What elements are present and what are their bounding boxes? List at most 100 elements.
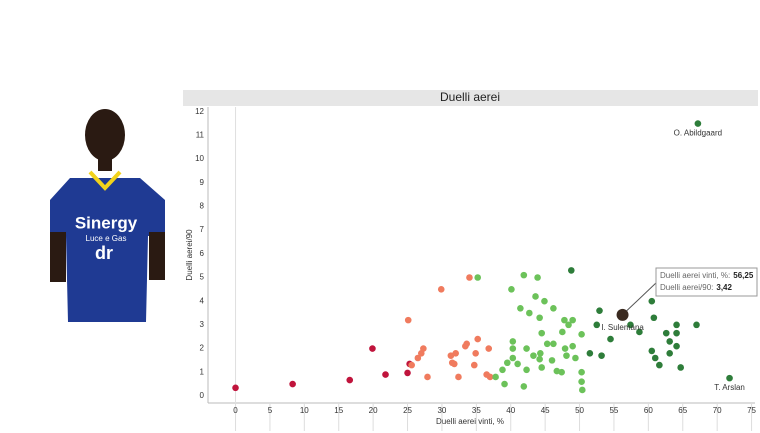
tooltip-line: Duelli aerei vinti, %: 56,25 [660, 271, 754, 280]
point [666, 338, 673, 345]
arm [50, 232, 66, 282]
point [517, 304, 524, 312]
tooltip-pointer [626, 281, 658, 312]
y-tick-label: 12 [195, 107, 204, 116]
point [569, 316, 576, 324]
tooltip-value: 56,25 [733, 271, 754, 280]
point [455, 373, 462, 381]
point [414, 354, 422, 362]
highlight-label: I. Sulemana [601, 323, 644, 332]
y-tick-label: 11 [196, 131, 205, 140]
point [651, 354, 659, 362]
point [693, 321, 700, 329]
point [673, 321, 680, 329]
labeled-point [694, 120, 702, 127]
sleeve-logo: dr [95, 243, 113, 263]
point [462, 342, 469, 350]
point [466, 274, 473, 281]
x-tick-label: 40 [506, 406, 515, 415]
x-tick-label: 5 [268, 406, 273, 415]
y-tick-label: 5 [200, 273, 205, 282]
point [543, 340, 551, 348]
point [673, 342, 680, 350]
point [578, 378, 585, 385]
point [572, 354, 579, 362]
y-tick-label: 4 [200, 296, 205, 305]
point [523, 345, 530, 352]
point [673, 329, 680, 337]
y-tick-label: 3 [200, 320, 205, 329]
point [499, 366, 506, 374]
point [232, 384, 239, 392]
tooltip-value: 3,42 [716, 283, 732, 292]
point [474, 335, 482, 343]
x-tick-label: 65 [678, 406, 687, 415]
point [567, 267, 575, 274]
point [437, 286, 445, 293]
point [520, 383, 528, 390]
point [650, 314, 658, 322]
y-axis-label: Duelli aerei/90 [185, 229, 194, 281]
sponsor: Sinergy [75, 213, 138, 232]
point [586, 349, 594, 357]
point [472, 349, 479, 357]
point [509, 338, 517, 345]
jersey [50, 178, 165, 322]
point [408, 361, 415, 369]
x-tick-label: 75 [747, 406, 756, 415]
point [501, 380, 508, 388]
point [346, 376, 354, 384]
highlight-point [616, 308, 629, 321]
head [85, 109, 125, 161]
collar [88, 170, 122, 191]
tooltip-line: Duelli aerei/90: 3,42 [660, 283, 732, 292]
x-tick-label: 60 [644, 406, 653, 415]
point [452, 349, 459, 357]
point [662, 329, 670, 337]
point [578, 368, 585, 376]
x-tick-label: 15 [334, 406, 343, 415]
x-tick-label: 35 [472, 406, 481, 415]
sponsor-sub: Luce e Gas [86, 234, 127, 243]
x-tick-label: 20 [369, 406, 378, 415]
point [537, 349, 544, 357]
point [536, 355, 543, 363]
chart-title: Duelli aerei [440, 90, 500, 104]
point [565, 321, 572, 329]
y-tick-label: 1 [200, 367, 205, 376]
point [474, 274, 482, 281]
point [485, 345, 493, 352]
player-photo: Sinergy Luce e Gas dr [50, 109, 165, 322]
point [563, 352, 570, 359]
y-tick-label: 9 [200, 178, 205, 187]
point [451, 360, 458, 368]
x-tick-label: 10 [300, 406, 309, 415]
point [470, 361, 478, 369]
y-tick-label: 2 [200, 344, 205, 353]
point [677, 364, 684, 371]
point [509, 345, 517, 352]
point-label: T. Arslan [714, 383, 745, 392]
point [561, 316, 568, 324]
labeled-point [726, 374, 733, 382]
point [534, 274, 541, 281]
point [289, 380, 296, 388]
point [578, 386, 586, 394]
point [520, 271, 528, 279]
point [486, 373, 494, 381]
x-tick-label: 0 [233, 406, 238, 415]
point [598, 352, 605, 359]
point [569, 342, 576, 350]
x-tick-label: 25 [403, 406, 412, 415]
point [492, 373, 499, 381]
point [504, 359, 511, 367]
point [382, 371, 389, 378]
point [523, 366, 530, 374]
point [536, 314, 543, 322]
point [424, 373, 431, 381]
point [530, 352, 537, 359]
x-axis-label: Duelli aerei vinti, % [436, 417, 504, 426]
point [541, 297, 548, 305]
point [538, 329, 546, 337]
point [596, 307, 603, 314]
